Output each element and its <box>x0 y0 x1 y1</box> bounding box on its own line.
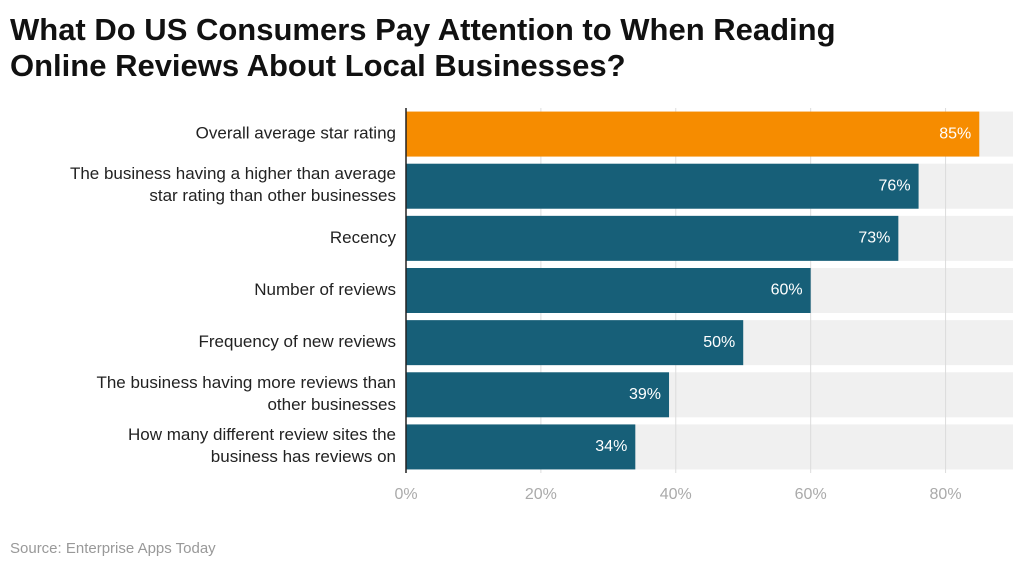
bar <box>406 372 670 418</box>
value-label: 60% <box>771 282 803 299</box>
bar <box>406 320 744 366</box>
value-label: 85% <box>939 125 971 142</box>
bar <box>406 424 636 470</box>
y-tick-label: Recency <box>330 228 397 247</box>
value-label: 73% <box>858 230 890 247</box>
bar <box>406 111 980 157</box>
bar <box>406 163 919 209</box>
y-tick-label: Frequency of new reviews <box>199 332 396 351</box>
value-label: 34% <box>595 438 627 455</box>
y-tick-label: Number of reviews <box>254 280 396 299</box>
x-tick-label: 60% <box>795 486 827 503</box>
x-tick-label: 0% <box>394 486 417 503</box>
y-tick-label: The business having a higher than averag… <box>70 165 396 206</box>
x-tick-label: 80% <box>930 486 962 503</box>
bar <box>406 215 899 261</box>
value-label: 50% <box>703 334 735 351</box>
y-tick-label: Overall average star rating <box>196 124 396 143</box>
chart-title: What Do US Consumers Pay Attention to Wh… <box>10 12 836 83</box>
y-tick-label: The business having more reviews than oth… <box>96 373 396 414</box>
value-label: 76% <box>879 177 911 194</box>
x-tick-label: 20% <box>525 486 557 503</box>
y-tick-label: How many different review sites the busin… <box>128 425 396 466</box>
x-tick-label: 40% <box>660 486 692 503</box>
bar <box>406 268 811 313</box>
source: Source: Enterprise Apps Today <box>10 540 216 557</box>
value-label: 39% <box>629 386 661 403</box>
